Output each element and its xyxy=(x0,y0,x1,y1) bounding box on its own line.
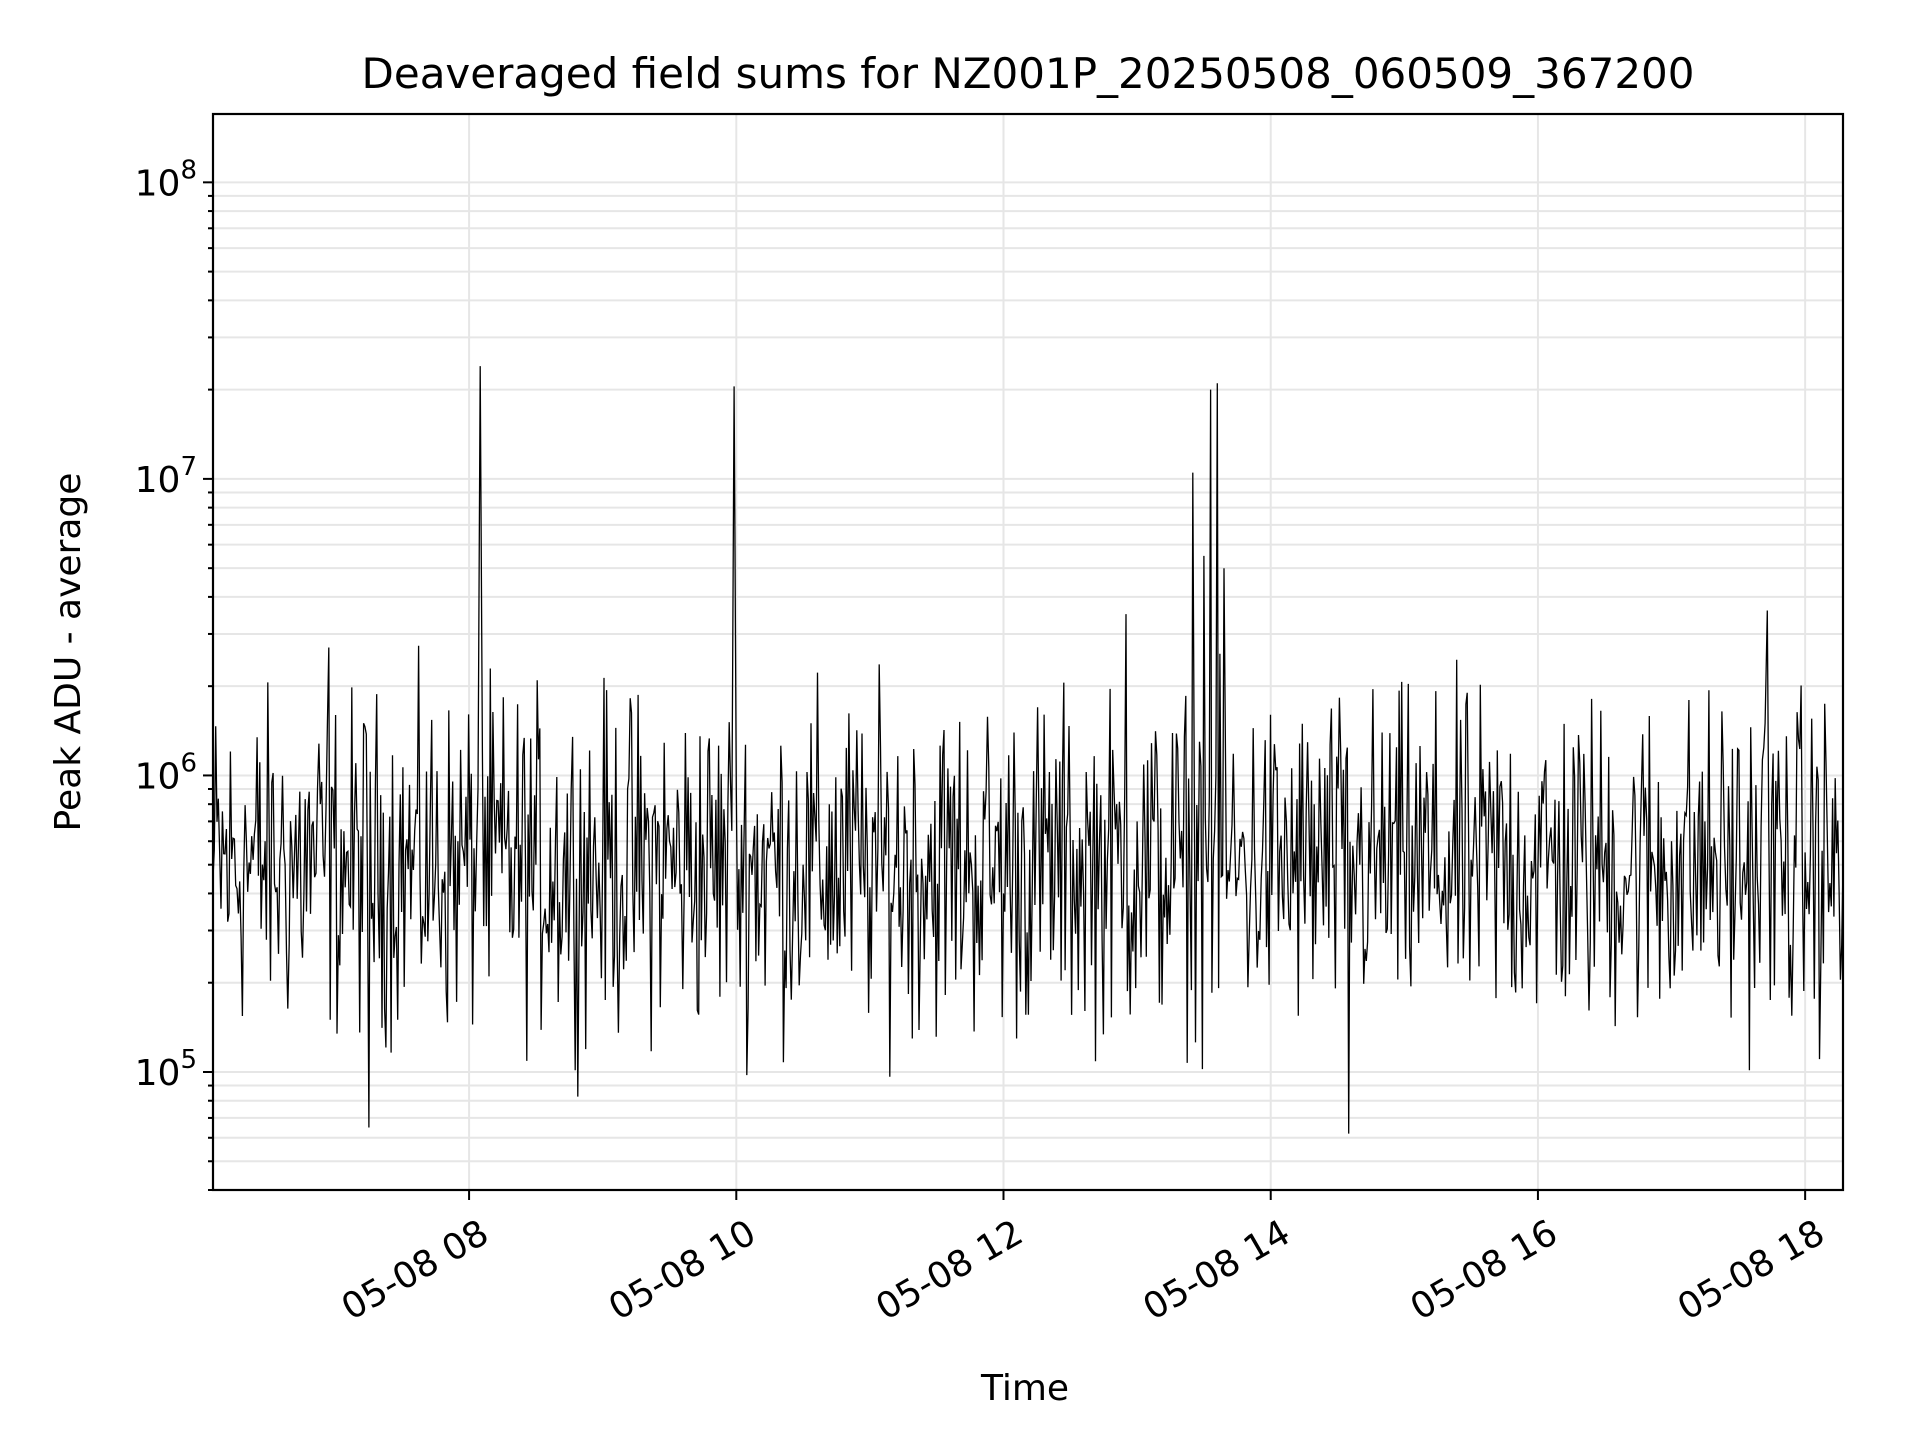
plot-frame xyxy=(211,112,1845,1192)
x-axis-label: Time xyxy=(980,1368,1069,1409)
y-tick-label: 107 xyxy=(135,452,197,501)
y-tick-label: 105 xyxy=(135,1045,197,1094)
series-line xyxy=(213,366,1843,1134)
y-axis-label: Peak ADU - average xyxy=(48,473,89,832)
y-tick-label: 106 xyxy=(135,748,197,797)
y-axis: 105 106 107 108 xyxy=(135,155,213,1191)
y-tick-label: 108 xyxy=(135,155,197,204)
series-layer xyxy=(213,366,1843,1134)
chart-title: Deaveraged field sums for NZ001P_2025050… xyxy=(362,49,1695,98)
